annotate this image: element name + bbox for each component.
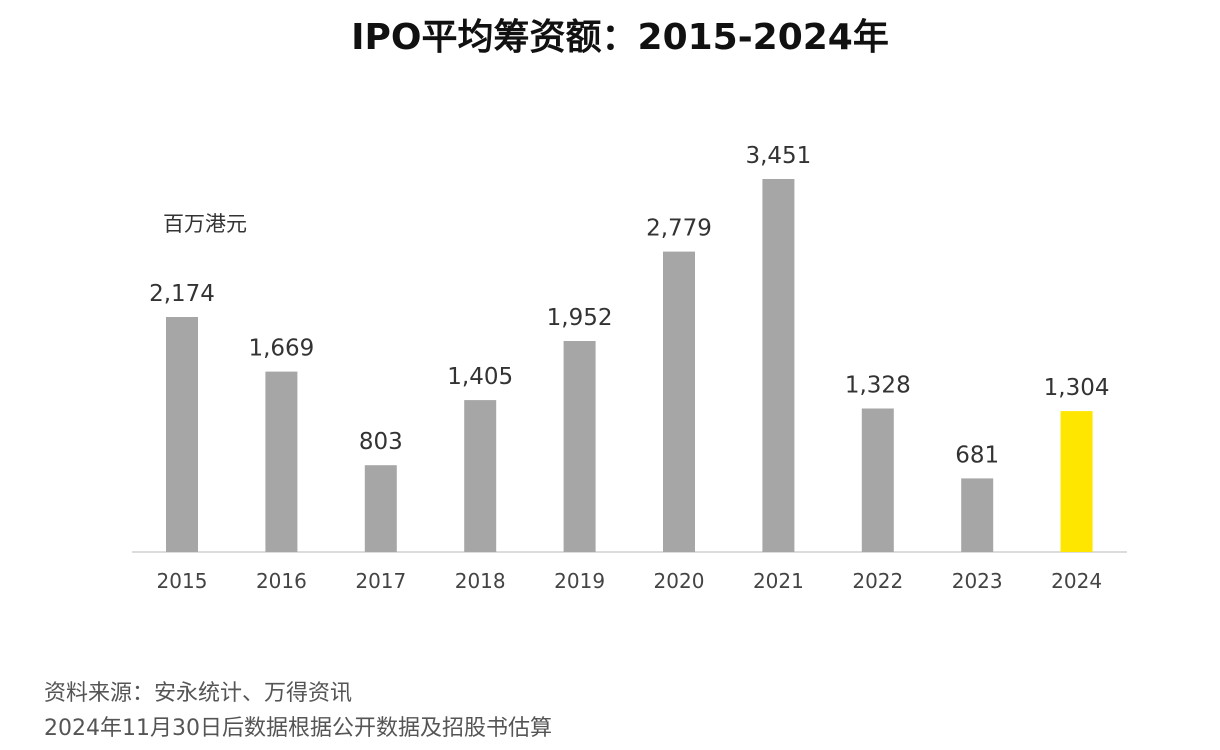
value-label-2017: 803	[359, 429, 403, 455]
value-label-2016: 1,669	[248, 336, 314, 362]
bar-2023	[961, 478, 994, 552]
value-label-2022: 1,328	[845, 373, 911, 399]
bar-2015	[166, 317, 198, 552]
tick-label-2024: 2024	[1051, 569, 1102, 593]
tick-label-2023: 2023	[952, 569, 1003, 593]
tick-label-2021: 2021	[753, 569, 804, 593]
unit-label: 百万港元	[163, 212, 247, 236]
bar-2024	[1060, 411, 1093, 552]
value-label-2018: 1,405	[447, 364, 513, 390]
estimate-note: 2024年11月30日后数据根据公开数据及招股书估算	[44, 716, 552, 741]
bar-2018	[464, 400, 497, 552]
source-note: 资料来源：安永统计、万得资讯	[44, 681, 353, 706]
bar-2021	[762, 179, 795, 552]
value-label-2019: 1,952	[547, 305, 613, 331]
tick-label-2022: 2022	[852, 569, 903, 593]
value-label-2021: 3,451	[745, 143, 811, 169]
chart-title: IPO平均筹资额：2015-2024年	[351, 17, 889, 58]
tick-label-2020: 2020	[654, 569, 705, 593]
value-label-2023: 681	[955, 442, 999, 468]
tick-label-2016: 2016	[256, 569, 307, 593]
bar-2022	[861, 408, 894, 552]
value-label-2020: 2,779	[646, 216, 712, 242]
tick-label-2017: 2017	[355, 569, 406, 593]
bar-2016	[265, 371, 298, 552]
value-label-2015: 2,174	[149, 281, 215, 307]
bar-2020	[663, 251, 695, 552]
bar-2019	[563, 341, 596, 552]
value-labels-group: 2,174 1,669 803 1,405 1,952 2,779 3,451 1,328 68…	[149, 143, 1109, 468]
tick-label-2015: 2015	[157, 569, 208, 593]
tick-labels-group: 2015 2016 2017 2018 2019 2020 2021 2022 2023 2024	[157, 569, 1103, 593]
value-label-2024: 1,304	[1044, 375, 1110, 401]
bar-2017	[364, 465, 397, 552]
tick-label-2019: 2019	[554, 569, 605, 593]
tick-label-2018: 2018	[455, 569, 506, 593]
bar-chart: 2,174 1,669 803 1,405 1,952 2,779 3,451 1,328 68…	[132, 143, 1127, 593]
bars-group	[166, 179, 1093, 552]
